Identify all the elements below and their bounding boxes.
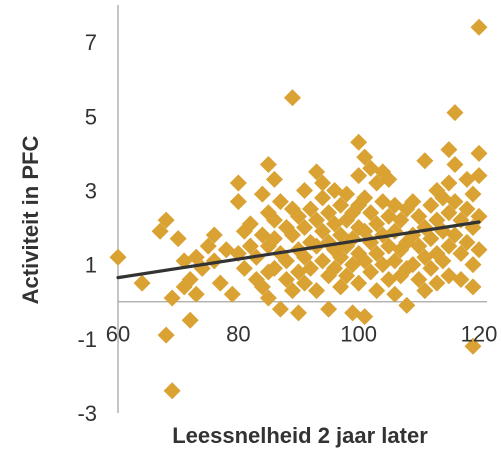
data-point [471,19,488,36]
data-point [230,193,247,210]
y-tick-label: 3 [85,178,97,203]
y-tick-label: 5 [85,104,97,129]
x-tick-label: 100 [340,322,377,347]
data-point [440,141,457,158]
data-point [164,290,181,307]
data-point [182,312,199,329]
x-axis-title: Leessnelheid 2 jaar later [172,423,428,448]
data-point [260,156,277,173]
data-point [266,171,283,188]
data-point [164,382,181,399]
data-point [398,297,415,314]
data-point [446,104,463,121]
y-tick-label: -1 [77,327,97,352]
y-axis-title: Activiteit in PFC [18,136,43,305]
x-tick-label: 80 [226,322,250,347]
data-point [110,249,127,266]
y-tick-label: 1 [85,253,97,278]
data-point [272,301,289,318]
data-point [158,327,175,344]
x-tick-label: 120 [461,322,498,347]
data-point [350,134,367,151]
data-point [471,145,488,162]
data-point [254,186,271,203]
data-point [464,256,481,273]
x-tick-label: 60 [106,322,130,347]
data-point [296,182,313,199]
y-tick-label: -3 [77,401,97,426]
data-points [110,19,488,399]
data-point [212,275,229,292]
data-point [224,286,241,303]
data-point [230,175,247,192]
data-point [416,152,433,169]
data-point [290,304,307,321]
data-point [236,260,253,277]
data-point [446,156,463,173]
data-point [170,230,187,247]
data-point [386,286,403,303]
data-point [368,282,385,299]
data-point [320,301,337,318]
y-tick-label: 7 [85,30,97,55]
data-point [464,186,481,203]
data-point [284,89,301,106]
data-point [134,275,151,292]
